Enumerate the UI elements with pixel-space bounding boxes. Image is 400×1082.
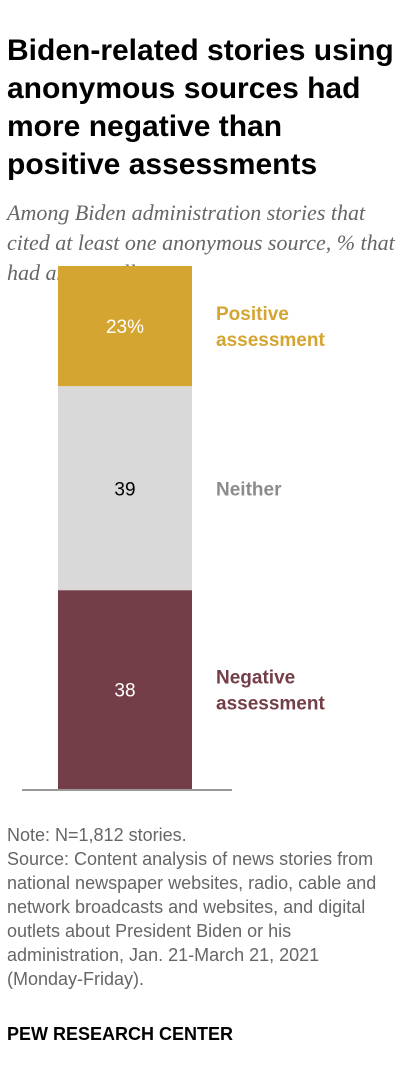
chart-subtitle: Among Biden administration stories that …	[7, 200, 395, 285]
series-label-positive-assessment-line-1: Positive	[216, 304, 289, 325]
bar-segment-neither	[58, 386, 192, 591]
series-label-negative-assessment-line-2: assessment	[216, 694, 325, 715]
series-label-negative-assessment-line-1: Negative	[216, 668, 295, 689]
note-text: Note: N=1,812 stories.	[7, 825, 187, 845]
series-label-neither: Neither	[216, 479, 282, 500]
chart-title: Biden-related stories using anonymous so…	[7, 34, 394, 181]
series-label-positive-assessment-line-2: assessment	[216, 330, 325, 351]
data-label-neither: 39	[114, 479, 135, 500]
data-label-positive-assessment: 23%	[106, 317, 144, 338]
bar-segment-negative-assessment	[58, 590, 192, 789]
brand-logo-text: PEW RESEARCH CENTER	[7, 1024, 234, 1044]
data-label-negative-assessment: 38	[114, 681, 135, 702]
bar-segment-positive-assessment	[58, 266, 192, 387]
footnote: Note: N=1,812 stories. Source: Content a…	[7, 823, 397, 991]
source-text: Source: Content analysis of news stories…	[7, 849, 377, 989]
